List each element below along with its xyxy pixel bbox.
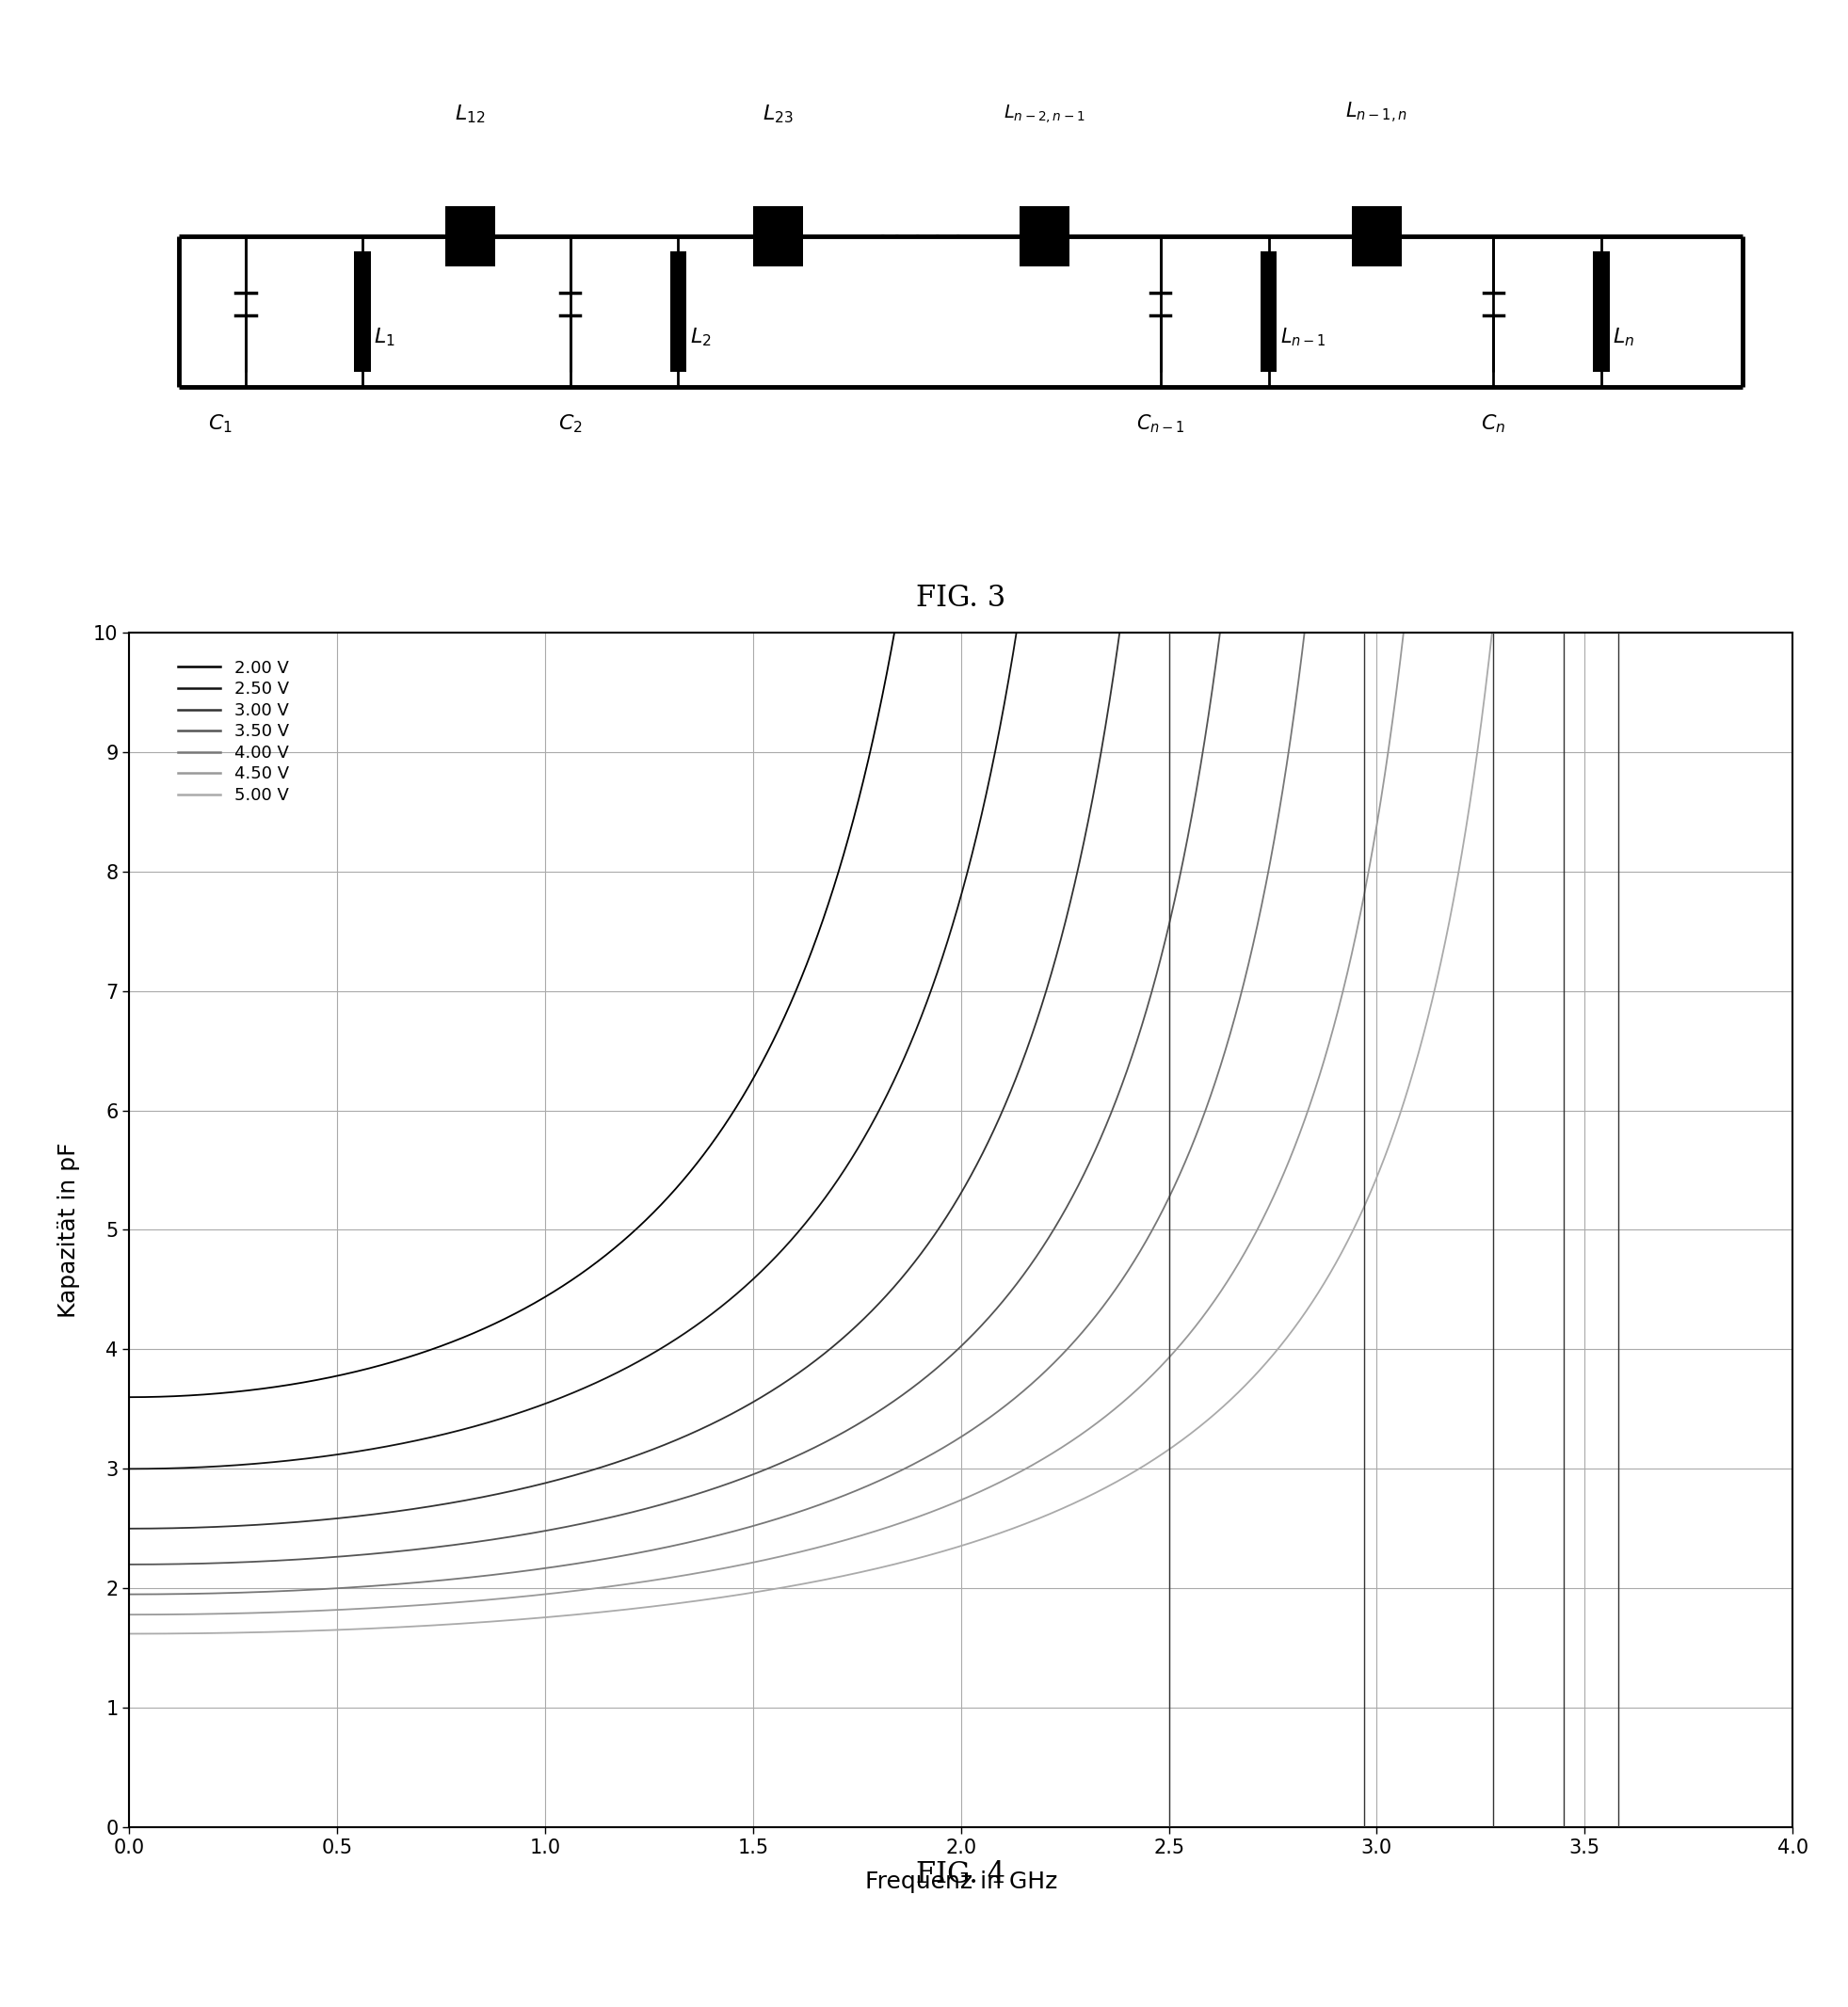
Bar bbox=[353, 251, 370, 371]
Text: $L_{23}$: $L_{23}$ bbox=[763, 104, 793, 126]
Text: $L_1$: $L_1$ bbox=[373, 325, 395, 347]
Bar bbox=[1593, 251, 1610, 371]
Text: $L_{12}$: $L_{12}$ bbox=[455, 104, 486, 126]
Bar bbox=[1020, 207, 1068, 267]
Text: $L_{n-2,n-1}$: $L_{n-2,n-1}$ bbox=[1003, 102, 1085, 126]
Bar bbox=[1351, 207, 1401, 267]
Text: $C_2$: $C_2$ bbox=[558, 411, 582, 436]
Bar bbox=[1260, 251, 1277, 371]
Bar bbox=[445, 207, 495, 267]
Text: FIG. 3: FIG. 3 bbox=[917, 584, 1005, 612]
Text: $L_{n-1,n}$: $L_{n-1,n}$ bbox=[1345, 100, 1408, 126]
Text: $C_n$: $C_n$ bbox=[1480, 411, 1506, 436]
Text: $C_{n-1}$: $C_{n-1}$ bbox=[1137, 411, 1185, 436]
Text: $L_2$: $L_2$ bbox=[689, 325, 711, 347]
X-axis label: Frequenz in GHz: Frequenz in GHz bbox=[865, 1871, 1057, 1893]
Legend: 2.00 V, 2.50 V, 3.00 V, 3.50 V, 4.00 V, 4.50 V, 5.00 V: 2.00 V, 2.50 V, 3.00 V, 3.50 V, 4.00 V, … bbox=[172, 652, 296, 811]
Text: FIG. 4: FIG. 4 bbox=[917, 1860, 1005, 1891]
Text: $L_n$: $L_n$ bbox=[1613, 325, 1635, 347]
Text: $C_1$: $C_1$ bbox=[209, 411, 233, 436]
Y-axis label: Kapazität in pF: Kapazität in pF bbox=[57, 1142, 79, 1319]
Bar bbox=[669, 251, 686, 371]
Text: $\cdot\cdot\cdot\cdot\cdot$: $\cdot\cdot\cdot\cdot\cdot$ bbox=[878, 223, 961, 251]
Bar bbox=[754, 207, 802, 267]
Text: $L_{n-1}$: $L_{n-1}$ bbox=[1281, 325, 1327, 347]
